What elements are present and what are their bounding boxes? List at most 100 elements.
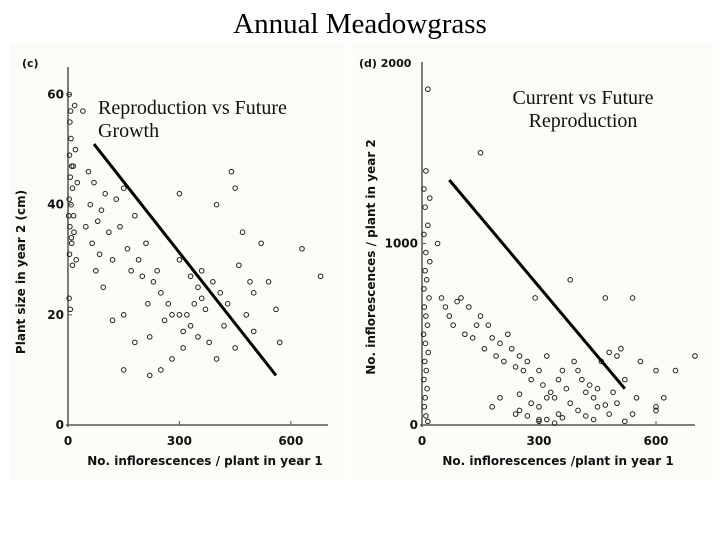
data-point bbox=[150, 279, 157, 285]
data-point bbox=[317, 273, 324, 280]
data-point bbox=[606, 349, 613, 356]
data-point bbox=[571, 358, 577, 365]
data-point bbox=[158, 290, 164, 296]
data-point bbox=[94, 218, 101, 225]
data-point bbox=[420, 331, 427, 338]
data-point bbox=[120, 185, 127, 191]
data-point bbox=[629, 295, 636, 301]
data-point bbox=[69, 185, 76, 191]
data-point bbox=[590, 394, 597, 401]
data-point bbox=[66, 251, 73, 258]
data-point bbox=[250, 290, 257, 296]
data-point bbox=[258, 240, 264, 247]
data-point bbox=[273, 306, 279, 313]
data-point bbox=[228, 168, 235, 175]
data-point bbox=[497, 340, 503, 347]
data-point bbox=[512, 364, 519, 370]
data-point bbox=[120, 312, 127, 318]
data-point bbox=[425, 86, 431, 93]
scatter-panel-c: 0 300 600 0 20 40 60 (c) No. inflorescences / pl… bbox=[10, 42, 345, 480]
data-point bbox=[469, 335, 476, 341]
y-tick-label: 0 bbox=[410, 418, 418, 432]
data-point bbox=[583, 389, 589, 396]
data-point bbox=[454, 298, 460, 305]
data-point bbox=[423, 168, 429, 174]
data-point bbox=[602, 295, 609, 301]
data-point bbox=[423, 367, 430, 374]
data-point bbox=[421, 304, 428, 310]
data-point bbox=[87, 201, 94, 208]
data-point bbox=[124, 245, 131, 252]
data-point bbox=[169, 356, 175, 362]
data-point bbox=[421, 404, 428, 410]
data-point bbox=[71, 229, 77, 236]
data-point bbox=[567, 277, 573, 283]
data-point bbox=[180, 328, 186, 335]
data-point bbox=[544, 394, 550, 401]
data-point bbox=[132, 339, 138, 346]
data-point bbox=[423, 313, 429, 319]
data-point bbox=[422, 267, 428, 274]
data-point bbox=[265, 279, 272, 285]
data-point bbox=[96, 251, 103, 258]
data-point bbox=[202, 306, 209, 313]
data-point bbox=[158, 367, 164, 373]
data-point bbox=[672, 367, 679, 374]
data-point bbox=[198, 295, 205, 302]
data-point bbox=[145, 301, 151, 307]
data-point bbox=[71, 102, 78, 109]
data-point bbox=[128, 267, 134, 274]
data-point bbox=[637, 358, 644, 365]
data-point bbox=[191, 301, 198, 307]
data-point bbox=[425, 222, 431, 229]
data-point bbox=[544, 416, 550, 423]
data-point bbox=[426, 295, 432, 301]
data-point bbox=[563, 385, 570, 392]
data-point bbox=[85, 168, 92, 175]
data-point bbox=[217, 290, 224, 296]
data-point bbox=[633, 394, 640, 401]
x-tick-label: 0 bbox=[418, 434, 426, 448]
data-point bbox=[113, 196, 120, 202]
data-point bbox=[602, 402, 609, 408]
data-point bbox=[579, 376, 585, 383]
data-point bbox=[481, 345, 488, 352]
y-tick-label: 40 bbox=[47, 198, 64, 212]
data-point bbox=[73, 256, 79, 263]
data-point bbox=[489, 335, 495, 341]
data-point bbox=[91, 179, 97, 186]
data-point bbox=[575, 367, 581, 374]
data-point bbox=[555, 376, 562, 383]
data-point bbox=[575, 407, 581, 414]
data-point bbox=[536, 404, 542, 410]
data-point bbox=[232, 345, 238, 351]
data-point bbox=[586, 382, 593, 388]
data-point bbox=[524, 358, 531, 365]
data-point bbox=[68, 135, 74, 142]
data-point bbox=[424, 322, 431, 328]
data-point bbox=[67, 108, 74, 114]
data-point bbox=[421, 231, 427, 238]
panel-c-subtitle: Reproduction vs Future Growth bbox=[98, 97, 287, 142]
data-point bbox=[489, 404, 495, 410]
data-point bbox=[536, 418, 542, 425]
data-point bbox=[551, 394, 558, 401]
data-point bbox=[438, 295, 445, 301]
x-axis-label-c: No. inflorescences / plant in year 1 bbox=[87, 454, 323, 468]
data-point bbox=[276, 339, 283, 346]
data-point bbox=[422, 394, 428, 401]
x-tick-label: 300 bbox=[167, 434, 192, 448]
data-point bbox=[653, 404, 659, 410]
data-point bbox=[516, 391, 523, 397]
data-point bbox=[450, 322, 456, 328]
data-point bbox=[434, 240, 441, 247]
data-point bbox=[243, 312, 250, 318]
data-point bbox=[176, 256, 183, 263]
data-point bbox=[520, 367, 527, 374]
data-point bbox=[139, 273, 146, 280]
data-point bbox=[423, 413, 429, 419]
data-point bbox=[505, 331, 511, 338]
data-point bbox=[66, 91, 72, 98]
data-point bbox=[180, 345, 186, 351]
data-point bbox=[70, 212, 77, 219]
